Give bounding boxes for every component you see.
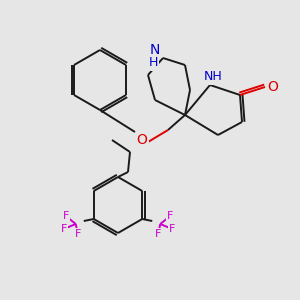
Text: NH: NH [204,70,222,83]
Text: N: N [150,43,160,57]
Text: O: O [136,133,147,147]
Text: F: F [75,229,81,239]
Text: F: F [169,224,176,234]
Text: H: H [148,56,158,70]
Text: F: F [61,224,67,234]
Text: F: F [63,211,69,221]
Text: F: F [167,211,173,221]
Text: O: O [268,80,278,94]
Text: F: F [155,229,161,239]
